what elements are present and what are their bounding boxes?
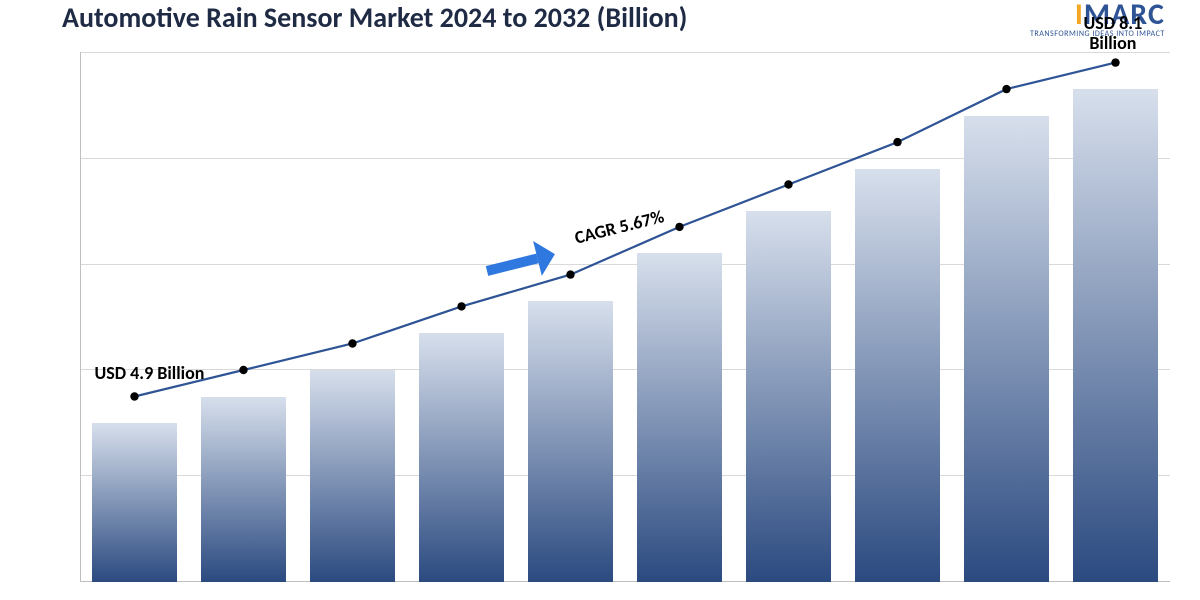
trend-marker: [1002, 85, 1010, 93]
trend-marker: [566, 270, 574, 278]
trend-marker: [675, 223, 683, 231]
chart-title: Automotive Rain Sensor Market 2024 to 20…: [62, 0, 687, 35]
chart-plot-area: USD 4.9 BillionUSD 8.1 BillionCAGR 5.67%: [80, 52, 1170, 582]
trend-marker: [239, 366, 247, 374]
trend-marker: [348, 339, 356, 347]
trend-marker: [457, 302, 465, 310]
trend-marker: [893, 138, 901, 146]
start-value-callout: USD 4.9 Billion: [95, 363, 205, 384]
page-root: Automotive Rain Sensor Market 2024 to 20…: [0, 0, 1200, 600]
trend-marker: [130, 392, 138, 400]
trend-marker: [784, 180, 792, 188]
trend-overlay: [80, 52, 1170, 582]
end-value-callout: USD 8.1 Billion: [1084, 13, 1143, 54]
trend-marker: [1111, 58, 1119, 66]
